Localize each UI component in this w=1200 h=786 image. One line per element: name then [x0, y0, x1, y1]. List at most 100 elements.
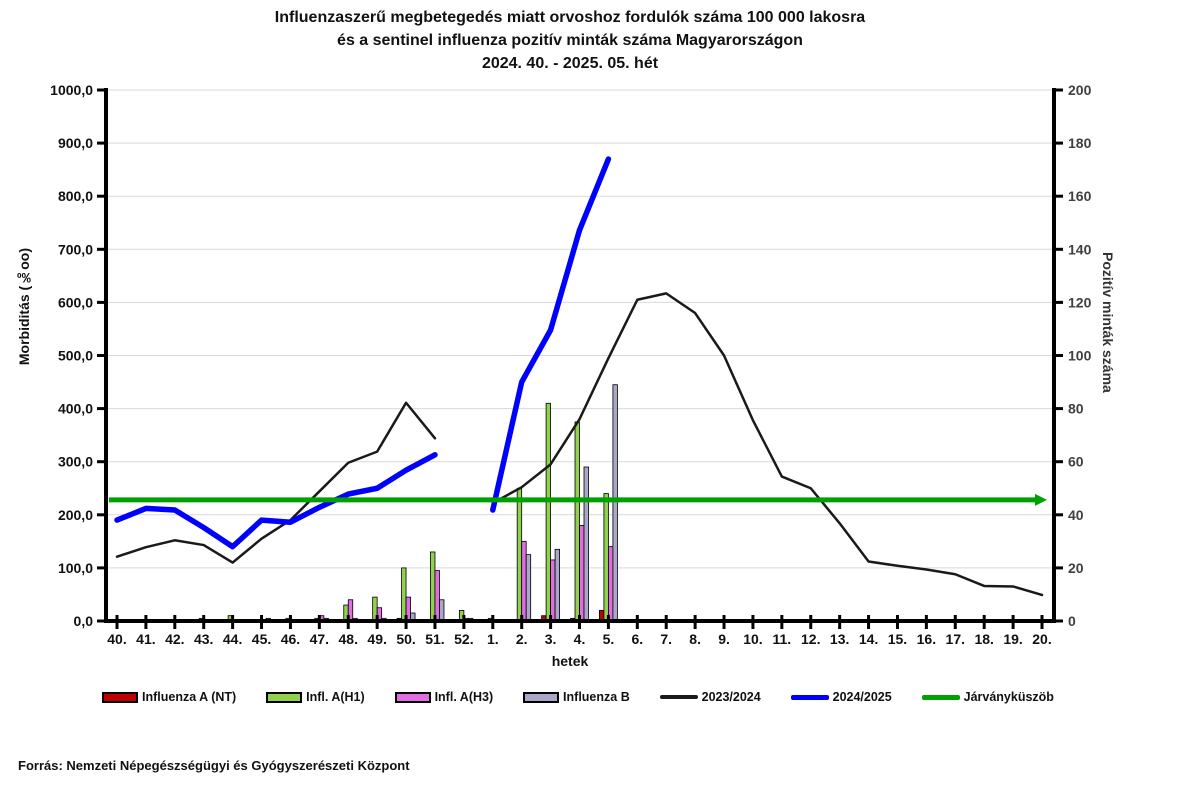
x-axis-tick-label: 43. [194, 631, 213, 647]
left-axis-tick-label: 300,0 [58, 454, 93, 470]
bar [401, 567, 407, 622]
right-axis-tick-label: 160 [1068, 188, 1092, 204]
x-axis-tick-label: 19. [1003, 631, 1022, 647]
legend-label: Influenza A (NT) [142, 690, 237, 704]
x-axis-tick-label: 5. [603, 631, 615, 647]
right-axis-tick-label: 40 [1068, 507, 1084, 523]
right-axis-tick-label: 20 [1068, 560, 1084, 576]
legend-label: Járványküszöb [963, 690, 1054, 704]
x-axis-tick-label: 15. [888, 631, 907, 647]
left-axis-tick-label: 900,0 [58, 135, 93, 151]
x-axis-title: hetek [551, 653, 589, 669]
legend-label: 2024/2025 [832, 690, 892, 704]
x-axis-tick-label: 8. [689, 631, 701, 647]
x-axis-tick-label: 50. [396, 631, 415, 647]
x-axis-tick-label: 10. [743, 631, 762, 647]
chart-title-line2: és a sentinel influenza pozitív minták s… [337, 32, 803, 49]
bar [439, 599, 445, 622]
bar [579, 525, 585, 622]
x-axis-tick-label: 52. [454, 631, 473, 647]
x-axis-tick-label: 40. [107, 631, 126, 647]
bar-series-1 [198, 402, 609, 622]
right-axis-title: Pozitív minták száma [1100, 252, 1116, 393]
legend: Influenza A (NT) Infl. A(H1) Infl. A(H3) In… [102, 690, 1054, 704]
legend-label: Influenza B [563, 690, 630, 704]
threshold-arrow [1035, 493, 1047, 506]
left-axis-tick-label: 100,0 [58, 560, 93, 576]
bar [521, 540, 527, 622]
bar [554, 548, 560, 622]
legend-item: Influenza B [523, 690, 630, 704]
bar [545, 402, 551, 622]
line-series-0 [115, 292, 1044, 597]
bar [583, 466, 589, 622]
legend-item: 2023/2024 [659, 690, 761, 704]
left-axis-tick-label: 200,0 [58, 507, 93, 523]
line-series-1 [114, 156, 612, 550]
left-axis-tick-label: 700,0 [58, 241, 93, 257]
data-line [491, 292, 1044, 597]
bar [612, 384, 618, 622]
right-axis-tick-label: 180 [1068, 135, 1092, 151]
x-axis-tick-label: 17. [946, 631, 965, 647]
bar [516, 487, 523, 622]
x-axis-tick-label: 44. [223, 631, 242, 647]
chart-title-line3: 2024. 40. - 2025. 05. hét [481, 55, 659, 72]
legend-label: 2023/2024 [701, 690, 761, 704]
x-axis-tick-label: 51. [425, 631, 444, 647]
chart-title-line1: Influenzaszerű megbetegedés miatt orvosh… [274, 9, 866, 26]
bar-series-2 [318, 525, 614, 622]
data-line [115, 401, 437, 564]
left-axis-tick-label: 500,0 [58, 348, 93, 364]
source-note: Forrás: Nemzeti Népegészségügyi és Gyógy… [18, 758, 410, 773]
legend-swatch-line [790, 694, 829, 700]
bar [574, 421, 580, 622]
data-line [490, 156, 612, 513]
legend-swatch-box [266, 691, 303, 703]
line-series-2 [109, 493, 1047, 506]
left-axis-tick-label: 400,0 [58, 401, 93, 417]
legend-label: Infl. A(H3) [434, 690, 494, 704]
right-axis-tick-label: 60 [1068, 454, 1084, 470]
x-axis-tick-label: 48. [339, 631, 358, 647]
x-axis-tick-label: 47. [310, 631, 329, 647]
left-axis-tick-label: 800,0 [58, 188, 93, 204]
x-axis-tick-label: 3. [545, 631, 557, 647]
bar-series-3 [265, 384, 618, 622]
bar [608, 546, 614, 622]
left-axis-tick-label: 1000,0 [50, 82, 93, 98]
bar [603, 493, 609, 622]
x-axis-tick-label: 16. [917, 631, 936, 647]
x-axis-tick-label: 6. [631, 631, 643, 647]
x-axis-tick-label: 18. [974, 631, 993, 647]
right-axis-tick-label: 80 [1068, 401, 1084, 417]
left-axis-title: Morbiditás (‰oo) [16, 248, 32, 366]
x-axis-tick-label: 13. [830, 631, 849, 647]
legend-item: Influenza A (NT) [102, 690, 236, 704]
x-axis-tick-label: 46. [281, 631, 300, 647]
legend-item: Infl. A(H1) [266, 690, 365, 704]
legend-item: Infl. A(H3) [394, 690, 494, 704]
x-axis-tick-label: 1. [487, 631, 499, 647]
x-axis-tick-label: 12. [801, 631, 820, 647]
x-axis-tick-label: 11. [772, 631, 791, 647]
right-axis-tick-label: 200 [1068, 82, 1092, 98]
x-axis-tick-label: 14. [859, 631, 878, 647]
x-axis-tick-label: 9. [718, 631, 730, 647]
x-axis-tick-label: 20. [1032, 631, 1051, 647]
right-axis-tick-label: 0 [1068, 613, 1076, 629]
left-axis-tick-label: 0,0 [74, 613, 94, 629]
x-axis-tick-label: 49. [367, 631, 386, 647]
x-axis-tick-label: 4. [574, 631, 586, 647]
legend-swatch-box [523, 691, 560, 703]
legend-item: 2024/2025 [790, 690, 892, 704]
legend-swatch-line [659, 695, 698, 699]
tick-labels: 0,0 100,0 200,0 300,0 400,0 500,0 600,0 700,0 80… [50, 82, 1091, 647]
bar [550, 559, 556, 622]
x-axis-tick-label: 7. [660, 631, 672, 647]
x-axis-tick-label: 2. [516, 631, 528, 647]
legend-swatch-box [102, 691, 138, 703]
chart-title: Influenzaszerű megbetegedés miatt orvosh… [0, 6, 1140, 75]
